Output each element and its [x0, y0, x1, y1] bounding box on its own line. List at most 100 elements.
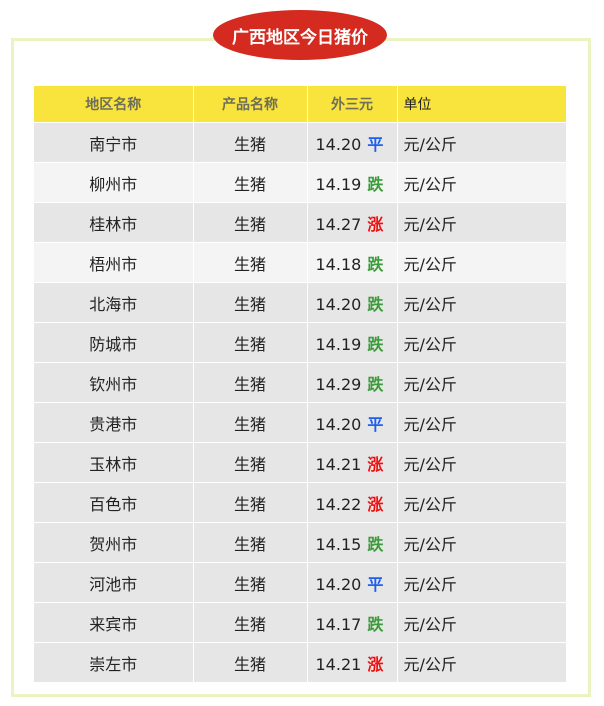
trend-label: 涨 [367, 494, 384, 514]
price-cell: 14.19 跌 [307, 162, 398, 203]
price-value: 14.15 [315, 534, 362, 554]
trend-label: 跌 [367, 294, 384, 314]
trend-label: 跌 [367, 534, 384, 554]
product-cell: 生猪 [193, 522, 308, 563]
product-cell: 生猪 [193, 162, 308, 203]
trend-label: 平 [367, 134, 384, 154]
product-cell: 生猪 [193, 642, 308, 682]
region-cell: 桂林市 [34, 202, 194, 243]
product-cell: 生猪 [193, 402, 308, 443]
trend-label: 涨 [367, 454, 384, 474]
trend-label: 跌 [367, 614, 384, 634]
table-row: 百色市 生猪 14.22 涨 元/公斤 [34, 482, 567, 523]
trend-label: 跌 [367, 374, 384, 394]
region-cell: 贵港市 [34, 402, 194, 443]
unit-cell: 元/公斤 [397, 322, 567, 363]
product-cell: 生猪 [193, 442, 308, 483]
price-value: 14.18 [315, 254, 362, 274]
trend-label: 跌 [367, 254, 384, 274]
price-cell: 14.20 平 [307, 402, 398, 443]
unit-cell: 元/公斤 [397, 602, 567, 643]
trend-label: 跌 [367, 334, 384, 354]
region-cell: 来宾市 [34, 602, 194, 643]
product-cell: 生猪 [193, 602, 308, 643]
product-cell: 生猪 [193, 202, 308, 243]
trend-label: 平 [367, 414, 384, 434]
table-row: 防城市 生猪 14.19 跌 元/公斤 [34, 322, 567, 363]
product-cell: 生猪 [193, 242, 308, 283]
table-row: 河池市 生猪 14.20 平 元/公斤 [34, 562, 567, 603]
table-header: 地区名称 产品名称 外三元 单位 [34, 86, 567, 123]
price-cell: 14.21 涨 [307, 442, 398, 483]
price-cell: 14.15 跌 [307, 522, 398, 563]
table-row: 钦州市 生猪 14.29 跌 元/公斤 [34, 362, 567, 403]
title-badge: 广西地区今日猪价 [213, 10, 387, 60]
region-cell: 百色市 [34, 482, 194, 523]
trend-label: 跌 [367, 174, 384, 194]
region-cell: 钦州市 [34, 362, 194, 403]
unit-cell: 元/公斤 [397, 282, 567, 323]
unit-cell: 元/公斤 [397, 402, 567, 443]
trend-label: 涨 [367, 214, 384, 234]
region-cell: 崇左市 [34, 642, 194, 682]
product-cell: 生猪 [193, 562, 308, 603]
region-cell: 柳州市 [34, 162, 194, 203]
price-cell: 14.20 平 [307, 122, 398, 163]
table-row: 梧州市 生猪 14.18 跌 元/公斤 [34, 242, 567, 283]
unit-cell: 元/公斤 [397, 242, 567, 283]
unit-cell: 元/公斤 [397, 642, 567, 682]
price-value: 14.22 [315, 494, 362, 514]
price-value: 14.17 [315, 614, 362, 634]
region-cell: 贺州市 [34, 522, 194, 563]
price-cell: 14.19 跌 [307, 322, 398, 363]
unit-cell: 元/公斤 [397, 162, 567, 203]
region-cell: 南宁市 [34, 122, 194, 163]
price-value: 14.20 [315, 134, 362, 154]
product-cell: 生猪 [193, 282, 308, 323]
header-price: 外三元 [307, 86, 398, 123]
product-cell: 生猪 [193, 482, 308, 523]
price-value: 14.21 [315, 654, 362, 674]
table-row: 来宾市 生猪 14.17 跌 元/公斤 [34, 602, 567, 643]
product-cell: 生猪 [193, 362, 308, 403]
table-row: 崇左市 生猪 14.21 涨 元/公斤 [34, 642, 567, 682]
table-row: 贺州市 生猪 14.15 跌 元/公斤 [34, 522, 567, 563]
price-cell: 14.17 跌 [307, 602, 398, 643]
header-region: 地区名称 [34, 86, 194, 123]
region-cell: 北海市 [34, 282, 194, 323]
unit-cell: 元/公斤 [397, 482, 567, 523]
region-cell: 玉林市 [34, 442, 194, 483]
price-value: 14.29 [315, 374, 362, 394]
unit-cell: 元/公斤 [397, 522, 567, 563]
table-row: 桂林市 生猪 14.27 涨 元/公斤 [34, 202, 567, 243]
table-row: 南宁市 生猪 14.20 平 元/公斤 [34, 122, 567, 163]
price-value: 14.19 [315, 174, 362, 194]
page-title: 广西地区今日猪价 [232, 27, 368, 48]
trend-label: 平 [367, 574, 384, 594]
price-cell: 14.20 跌 [307, 282, 398, 323]
price-table: 地区名称 产品名称 外三元 单位 南宁市 生猪 14.20 平 元/公斤 柳州市 生… [34, 86, 567, 682]
header-unit: 单位 [397, 86, 567, 123]
price-value: 14.27 [315, 214, 362, 234]
table-row: 贵港市 生猪 14.20 平 元/公斤 [34, 402, 567, 443]
header-product: 产品名称 [193, 86, 308, 123]
price-cell: 14.18 跌 [307, 242, 398, 283]
price-value: 14.21 [315, 454, 362, 474]
price-cell: 14.29 跌 [307, 362, 398, 403]
price-cell: 14.27 涨 [307, 202, 398, 243]
unit-cell: 元/公斤 [397, 202, 567, 243]
product-cell: 生猪 [193, 322, 308, 363]
price-value: 14.19 [315, 334, 362, 354]
price-cell: 14.22 涨 [307, 482, 398, 523]
unit-cell: 元/公斤 [397, 122, 567, 163]
region-cell: 梧州市 [34, 242, 194, 283]
price-value: 14.20 [315, 294, 362, 314]
price-cell: 14.21 涨 [307, 642, 398, 682]
unit-cell: 元/公斤 [397, 362, 567, 403]
region-cell: 防城市 [34, 322, 194, 363]
table-row: 北海市 生猪 14.20 跌 元/公斤 [34, 282, 567, 323]
unit-cell: 元/公斤 [397, 562, 567, 603]
table-row: 玉林市 生猪 14.21 涨 元/公斤 [34, 442, 567, 483]
price-value: 14.20 [315, 414, 362, 434]
price-cell: 14.20 平 [307, 562, 398, 603]
